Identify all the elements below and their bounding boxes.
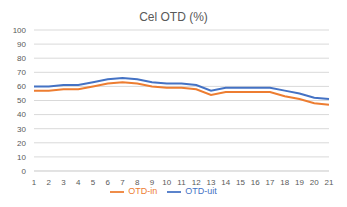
svg-text:18: 18 — [280, 178, 289, 187]
html-text:OTD-uit: OTD-uit — [185, 186, 217, 197]
html-text:Cel OTD (%): Cel OTD (%) — [139, 10, 208, 24]
svg-text:0: 0 — [22, 167, 27, 176]
svg-text:20: 20 — [310, 178, 319, 187]
svg-text:9: 9 — [150, 178, 155, 187]
svg-text:40: 40 — [17, 110, 26, 119]
svg-text:30: 30 — [17, 125, 26, 134]
svg-text:5: 5 — [91, 178, 96, 187]
svg-text:100: 100 — [13, 26, 27, 35]
svg-text:90: 90 — [17, 40, 26, 49]
svg-text:6: 6 — [106, 178, 111, 187]
svg-text:50: 50 — [17, 96, 26, 105]
svg-text:15: 15 — [236, 178, 245, 187]
svg-text:10: 10 — [162, 178, 171, 187]
svg-text:1: 1 — [32, 178, 37, 187]
svg-text:20: 20 — [17, 139, 26, 148]
svg-text:7: 7 — [120, 178, 125, 187]
svg-text:14: 14 — [221, 178, 230, 187]
svg-text:17: 17 — [266, 178, 275, 187]
svg-text:70: 70 — [17, 68, 26, 77]
svg-text:4: 4 — [76, 178, 81, 187]
svg-text:21: 21 — [325, 178, 334, 187]
svg-text:19: 19 — [295, 178, 304, 187]
svg-text:11: 11 — [177, 178, 186, 187]
svg-text:3: 3 — [61, 178, 66, 187]
svg-text:10: 10 — [17, 153, 26, 162]
svg-text:80: 80 — [17, 54, 26, 63]
svg-text:2: 2 — [47, 178, 52, 187]
svg-text:13: 13 — [207, 178, 216, 187]
svg-text:16: 16 — [251, 178, 260, 187]
svg-text:8: 8 — [135, 178, 140, 187]
svg-text:12: 12 — [192, 178, 201, 187]
html-text:OTD-in: OTD-in — [128, 186, 158, 197]
svg-text:60: 60 — [17, 82, 26, 91]
